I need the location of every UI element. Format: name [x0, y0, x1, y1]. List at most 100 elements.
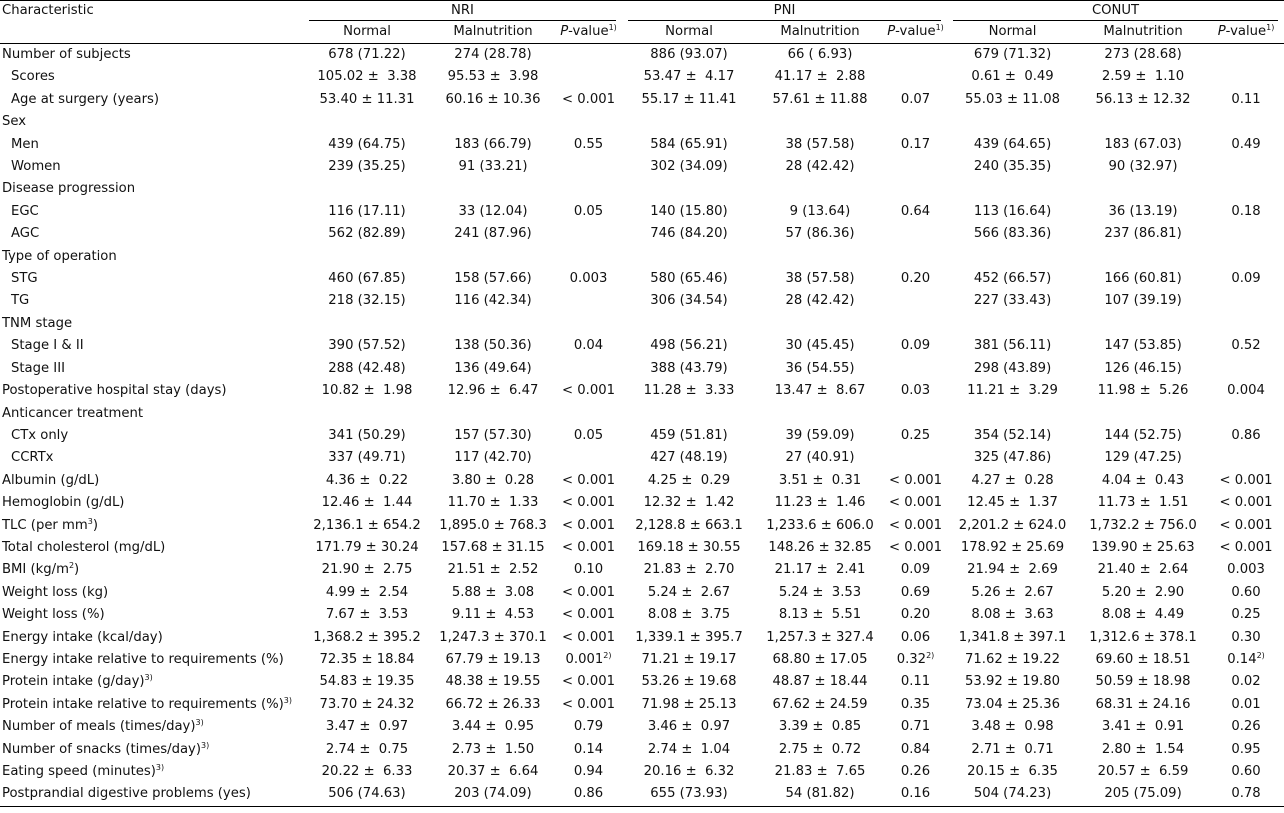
value-cell: 388 (43.79) [650, 360, 728, 376]
value-cell: 2.75 ± 0.72 [778, 741, 862, 757]
pvalue-cell: < 0.001 [889, 495, 942, 511]
value-cell: 20.15 ± 6.35 [967, 764, 1058, 779]
value-cell: 117 (42.70) [454, 450, 532, 466]
value-cell: 21.83 ± 7.65 [774, 764, 866, 779]
value-cell: 11.28 ± 3.33 [643, 383, 735, 399]
value-cell: 5.24 ± 2.67 [647, 584, 731, 600]
value-cell: 9 (13.64) [789, 203, 851, 219]
pvalue-cell [884, 44, 947, 67]
row-label: CCRTx [11, 450, 54, 466]
table-row: Hemoglobin (g/dL) 12.46 ± 1.44 11.70 ± 1.3… [0, 492, 1284, 514]
value-cell: 8.13 ± 5.51 [778, 607, 862, 623]
value-cell: 144 (52.75) [1104, 427, 1182, 443]
pvalue-cell [555, 223, 622, 245]
row-label: Energy intake relative to requirements (… [2, 651, 284, 667]
pvalue-cell [1208, 156, 1284, 178]
value-cell: 504 (74.23) [947, 783, 1079, 807]
value-cell [431, 111, 555, 133]
value-cell: 27 (40.91) [785, 450, 855, 466]
value-cell: 1,732.2 ± 756.0 [1089, 517, 1197, 533]
pvalue-cell [1208, 111, 1284, 133]
value-cell: 67.79 ± 19.13 [445, 651, 541, 667]
table-row: Stage I & II 390 (57.52) 138 (50.36) 0.04 49… [0, 335, 1284, 357]
value-cell: 116 (42.34) [454, 293, 532, 309]
value-cell: 3.48 ± 0.98 [971, 719, 1054, 735]
value-cell [756, 178, 884, 200]
conut-group-header: CONUT [947, 1, 1284, 21]
value-cell: 158 (57.66) [454, 271, 532, 287]
value-cell [431, 313, 555, 335]
value-cell: 38 (57.58) [785, 271, 855, 287]
pvalue-cell [555, 313, 622, 335]
row-label: Stage I & II [11, 338, 84, 354]
value-cell: 21.51 ± 2.52 [447, 562, 539, 578]
pvalue-cell: 0.25 [900, 427, 931, 443]
value-cell: 337 (49.71) [328, 450, 406, 466]
value-cell [431, 403, 555, 425]
pvalue-cell: 0.26 [900, 764, 931, 779]
row-label: Postoperative hospital stay (days) [2, 383, 227, 399]
table-row: BMI (kg/m2) 21.90 ± 2.75 21.51 ± 2.52 0.10 2… [0, 559, 1284, 581]
row-label: Anticancer treatment [2, 405, 144, 421]
malnutrition-column-header: Malnutrition [756, 21, 884, 44]
value-cell: 157.68 ± 31.15 [441, 539, 545, 555]
value-cell: 218 (32.15) [328, 293, 406, 309]
value-cell [756, 313, 884, 335]
value-cell [431, 246, 555, 268]
pvalue-cell: < 0.001 [562, 607, 615, 623]
value-cell: 36 (54.55) [785, 360, 855, 376]
pvalue-cell: 0.86 [1231, 427, 1261, 443]
value-cell: 20.57 ± 6.59 [1097, 764, 1189, 779]
pvalue-cell [555, 358, 622, 380]
table-row: Total cholesterol (mg/dL) 171.79 ± 30.24 1… [0, 537, 1284, 559]
value-cell: 7.67 ± 3.53 [325, 607, 409, 623]
value-cell [303, 246, 431, 268]
pvalue-cell [884, 178, 947, 200]
normal-column-header: Normal [947, 21, 1079, 44]
table-row: TLC (per mm3) 2,136.1 ± 654.2 1,895.0 ± 76… [0, 515, 1284, 537]
pvalue-cell [1208, 290, 1284, 312]
value-cell: 11.73 ± 1.51 [1097, 495, 1189, 511]
value-cell: 71.21 ± 19.17 [641, 651, 737, 667]
pvalue-cell: 0.04 [573, 338, 604, 354]
pvalue-cell: 0.17 [900, 136, 931, 152]
value-cell: 584 (65.91) [650, 136, 728, 152]
value-cell [622, 313, 756, 335]
row-label: Protein intake relative to requirements … [2, 695, 293, 712]
value-cell: 12.32 ± 1.42 [643, 495, 735, 511]
table-row: EGC 116 (17.11) 33 (12.04) 0.05 140 (15.80) 9… [0, 201, 1284, 223]
value-cell: 4.36 ± 0.22 [325, 472, 409, 488]
row-label: Weight loss (kg) [2, 584, 109, 600]
table-row: Number of snacks (times/day)3) 2.74 ± 0.7… [0, 739, 1284, 761]
value-cell: 298 (43.89) [973, 360, 1052, 376]
pvalue-cell [1208, 178, 1284, 200]
value-cell [947, 313, 1078, 335]
pvalue-cell: 0.16 [884, 783, 948, 807]
pvalue-cell: 0.35 [900, 696, 931, 712]
row-label: STG [11, 271, 38, 287]
pvalue-cell: 0.14 [573, 741, 604, 757]
row-label: Total cholesterol (mg/dL) [2, 539, 166, 555]
value-cell: 203 (74.09) [431, 783, 555, 807]
pvalue-cell: < 0.001 [562, 517, 615, 533]
value-cell: 5.88 ± 3.08 [451, 584, 535, 600]
pvalue-cell: < 0.001 [889, 517, 942, 533]
row-label: Scores [11, 69, 55, 85]
pvalue-cell [555, 44, 622, 67]
table-row: Sex [0, 111, 1284, 133]
value-cell: 50.59 ± 18.98 [1095, 674, 1191, 690]
value-cell: 8.08 ± 4.49 [1101, 607, 1185, 623]
value-cell: 166 (60.81) [1104, 271, 1182, 287]
table-row: Number of subjects 678 (71.22) 274 (28.78)… [0, 44, 1284, 67]
value-cell [756, 403, 884, 425]
value-cell: 126 (46.15) [1104, 360, 1182, 376]
value-cell: 678 (71.22) [328, 47, 406, 62]
pvalue-cell [1208, 313, 1284, 335]
value-cell [431, 178, 555, 200]
value-cell: 273 (28.68) [1104, 47, 1182, 62]
pvalue-cell: 0.20 [900, 271, 931, 287]
value-cell [622, 178, 756, 200]
value-cell: 67.62 ± 24.59 [772, 696, 868, 712]
value-cell: 147 (53.85) [1104, 338, 1182, 354]
value-cell: 107 (39.19) [1104, 293, 1182, 309]
